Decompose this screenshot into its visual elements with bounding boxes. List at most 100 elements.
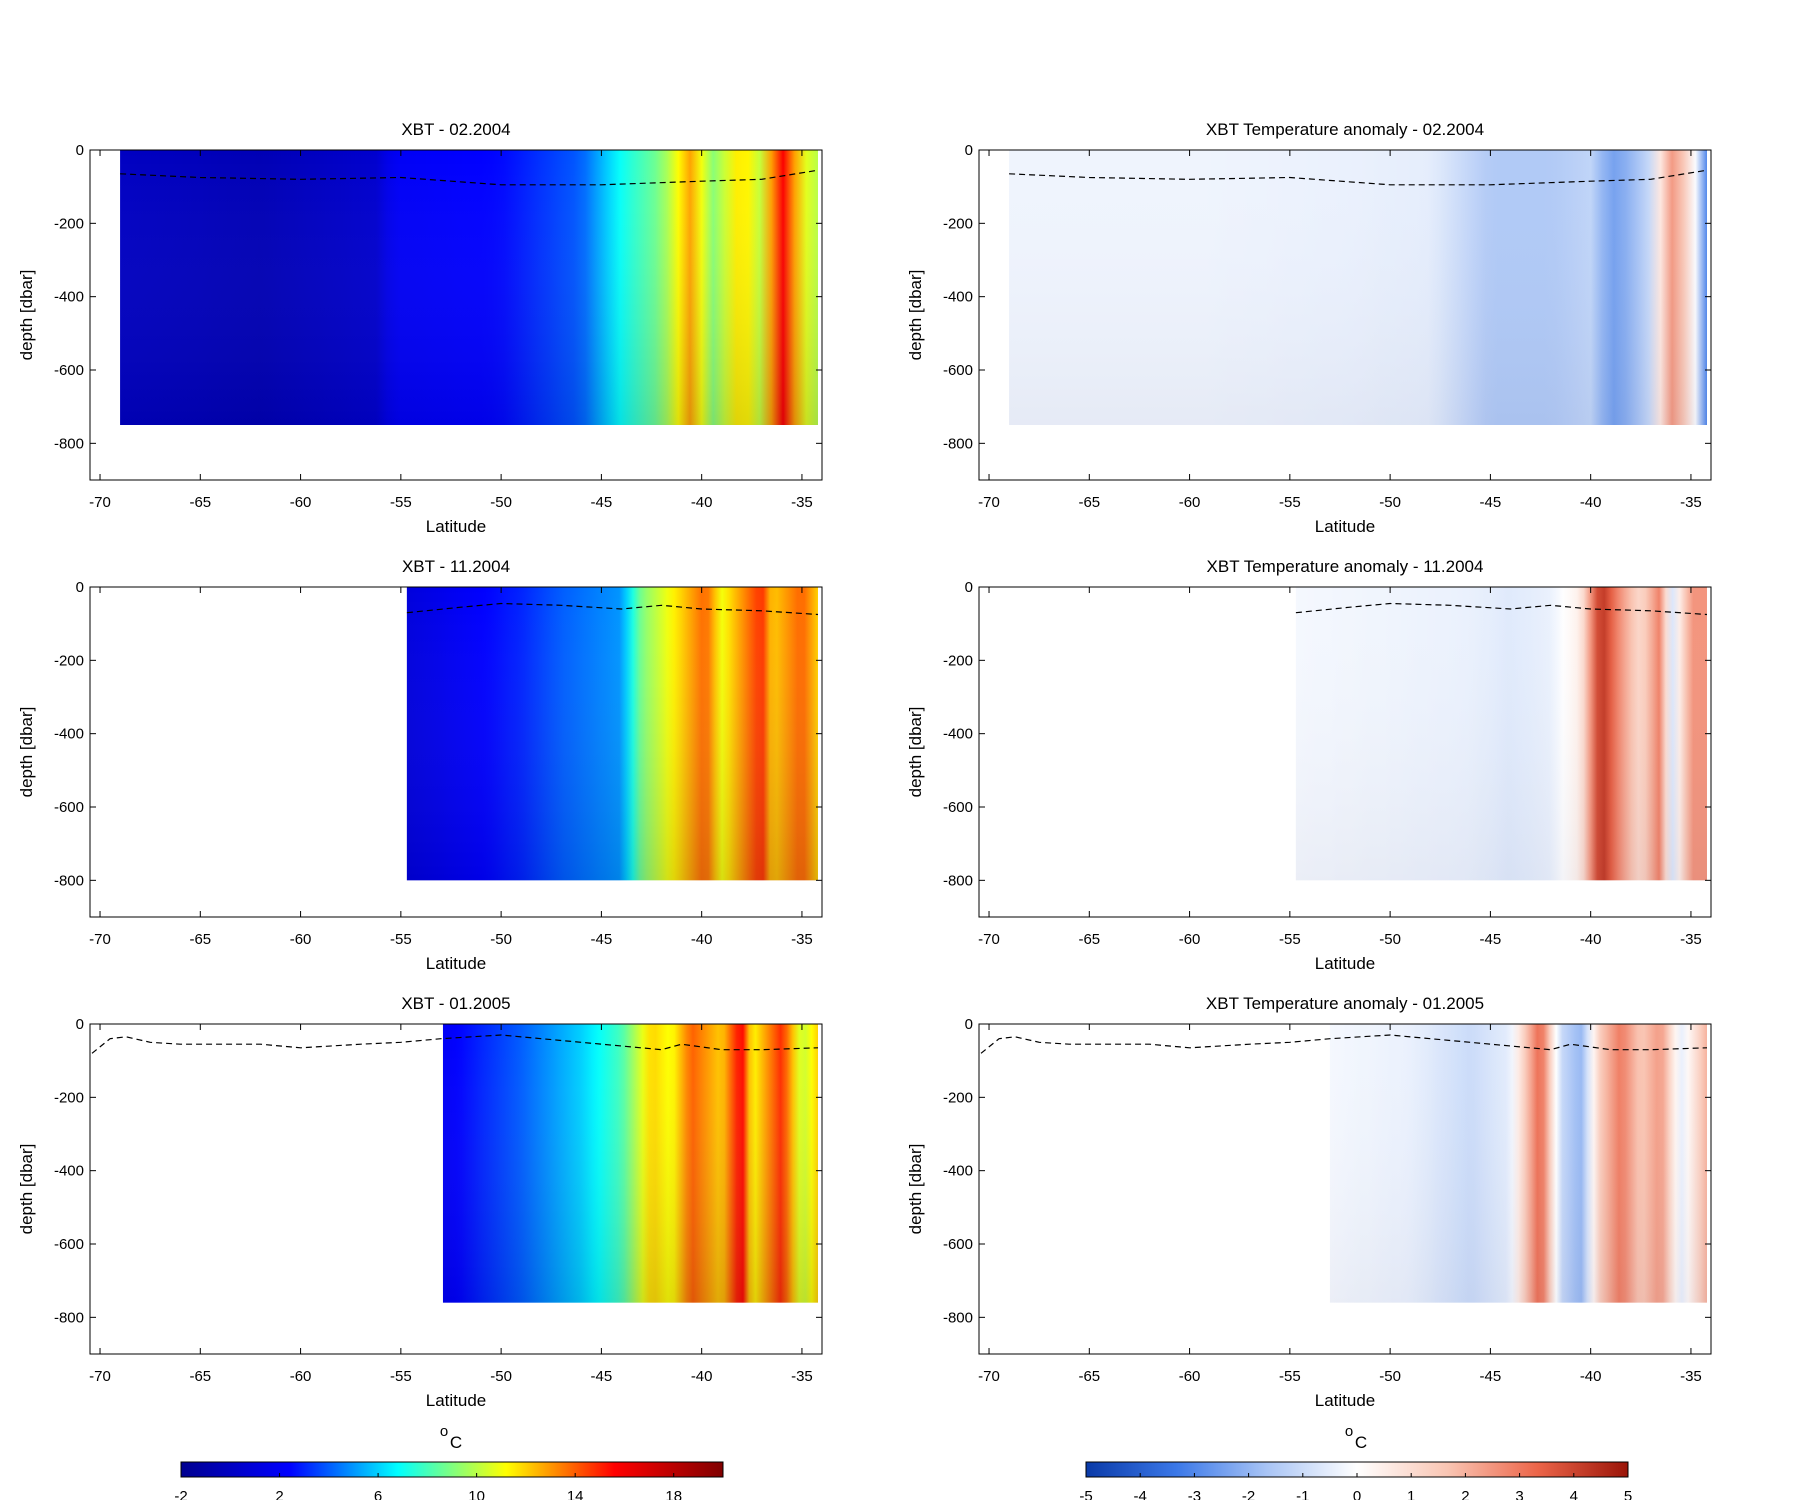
x-tick-label: -70 (89, 1368, 111, 1385)
panel-title: XBT - 11.2004 (402, 557, 510, 576)
colorbar-tick-label: -2 (174, 1488, 187, 1500)
axes-frame (978, 149, 1712, 481)
x-axis-label: Latitude (426, 954, 487, 973)
x-tick-label: -35 (791, 931, 813, 948)
colorbar-unit-degree: o (1345, 1423, 1353, 1440)
x-tick-label: -35 (1680, 931, 1702, 948)
y-tick-label: -600 (54, 1236, 84, 1253)
y-tick-label: -200 (943, 652, 973, 669)
colorbar-2: oC -5 -4 -3 -2 -1 0 1 2 3 4 5 (1079, 1423, 1632, 1500)
x-axis-label: Latitude (1315, 954, 1376, 973)
y-axis-label: depth [dbar] (906, 1144, 925, 1235)
y-tick-label: -600 (943, 362, 973, 379)
mixed-layer-line (1009, 169, 1708, 186)
y-tick-label: -400 (54, 1163, 84, 1180)
x-tick-label: -65 (1078, 931, 1100, 948)
x-tick-label: -45 (591, 494, 613, 511)
y-axis-label: depth [dbar] (906, 707, 925, 798)
panel-title: XBT Temperature anomaly - 01.2005 (1206, 994, 1484, 1013)
x-tick-label: -60 (290, 931, 312, 948)
x-tick-label: -35 (1680, 1368, 1702, 1385)
mixed-layer-line (120, 169, 819, 186)
colorbar-tick-label: 2 (275, 1488, 283, 1500)
x-tick-label: -55 (390, 1368, 412, 1385)
mixed-layer-line (406, 602, 819, 616)
y-tick-label: -600 (943, 1236, 973, 1253)
x-tick-label: -40 (1580, 494, 1602, 511)
x-tick-label: -40 (1580, 931, 1602, 948)
panel-5: XBT - 01.2005 -70 -65 -60 -55 -50 -45 -40 -35 0 -2… (17, 994, 823, 1410)
y-tick-label: 0 (965, 579, 973, 596)
x-tick-label: -60 (290, 494, 312, 511)
y-tick-label: -400 (943, 289, 973, 306)
depth-shading (1329, 1024, 1707, 1303)
depth-shading (1009, 150, 1707, 425)
panel-1: XBT - 02.2004 -70 -65 -60 -55 -50 -45 -40 -35 0 -2… (17, 120, 823, 536)
y-tick-label: -800 (943, 1309, 973, 1326)
panel-3: XBT - 11.2004 -70 -65 -60 -55 -50 -45 -40 -35 0 -2… (17, 557, 823, 973)
x-tick-label: -55 (390, 931, 412, 948)
x-tick-label: -45 (1480, 494, 1502, 511)
panel-4: XBT Temperature anomaly - 11.2004 -70 -65 -… (906, 557, 1712, 973)
y-tick-label: 0 (76, 142, 84, 159)
colorbar-tick-label: 0 (1353, 1488, 1361, 1500)
colorbar-tick-label: 18 (665, 1488, 682, 1500)
y-tick-label: -200 (943, 1089, 973, 1106)
colorbar-tick-label: 2 (1461, 1488, 1469, 1500)
x-tick-label: -50 (1379, 931, 1401, 948)
x-tick-label: -65 (189, 494, 211, 511)
colorbar-tick-label: 4 (1570, 1488, 1578, 1500)
x-tick-label: -50 (1379, 494, 1401, 511)
colorbar-unit: C (1355, 1433, 1367, 1452)
y-tick-label: -400 (943, 1163, 973, 1180)
panel-title: XBT Temperature anomaly - 11.2004 (1207, 557, 1484, 576)
y-tick-label: -800 (54, 435, 84, 452)
x-tick-label: -60 (1179, 494, 1201, 511)
y-tick-label: -600 (54, 362, 84, 379)
y-tick-label: -200 (54, 1089, 84, 1106)
x-axis-label: Latitude (1315, 517, 1376, 536)
x-tick-label: -40 (691, 494, 713, 511)
x-tick-label: -50 (1379, 1368, 1401, 1385)
panel-title: XBT - 02.2004 (401, 120, 510, 139)
panel-6: XBT Temperature anomaly - 01.2005 -70 -65 -… (906, 994, 1712, 1410)
depth-shading (442, 1024, 818, 1303)
x-tick-label: -55 (390, 494, 412, 511)
panel-title: XBT Temperature anomaly - 02.2004 (1206, 120, 1484, 139)
y-tick-label: -200 (54, 652, 84, 669)
x-tick-label: -55 (1279, 1368, 1301, 1385)
y-tick-label: 0 (76, 579, 84, 596)
mixed-layer-line (980, 1034, 1708, 1054)
axes-frame (978, 1023, 1712, 1355)
x-tick-label: -70 (978, 1368, 1000, 1385)
axes-frame (89, 1023, 823, 1355)
y-tick-label: -600 (54, 799, 84, 816)
colorbar-tick-label: 6 (374, 1488, 382, 1500)
panel-2: XBT Temperature anomaly - 02.2004 -70 -65 -… (906, 120, 1712, 536)
y-tick-label: 0 (965, 1016, 973, 1033)
mixed-layer-line (1295, 602, 1708, 616)
x-tick-label: -70 (978, 494, 1000, 511)
x-tick-label: -70 (89, 931, 111, 948)
x-tick-label: -60 (1179, 1368, 1201, 1385)
y-axis-label: depth [dbar] (17, 270, 36, 361)
colorbar-unit-degree: o (440, 1423, 448, 1440)
x-tick-label: -35 (791, 494, 813, 511)
x-tick-label: -50 (490, 931, 512, 948)
y-axis-label: depth [dbar] (17, 1144, 36, 1235)
y-tick-label: -800 (943, 435, 973, 452)
y-tick-label: 0 (76, 1016, 84, 1033)
x-tick-label: -45 (591, 931, 613, 948)
x-tick-label: -45 (1480, 931, 1502, 948)
y-tick-label: -800 (943, 872, 973, 889)
colorbar-tick-label: 3 (1515, 1488, 1523, 1500)
colorbar-1: oC -2 2 6 10 14 18 (174, 1423, 724, 1500)
x-tick-label: -60 (290, 1368, 312, 1385)
x-tick-label: -45 (1480, 1368, 1502, 1385)
depth-shading (120, 150, 818, 425)
x-tick-label: -40 (691, 1368, 713, 1385)
y-tick-label: -600 (943, 799, 973, 816)
y-axis-label: depth [dbar] (17, 707, 36, 798)
panel-title: XBT - 01.2005 (401, 994, 510, 1013)
